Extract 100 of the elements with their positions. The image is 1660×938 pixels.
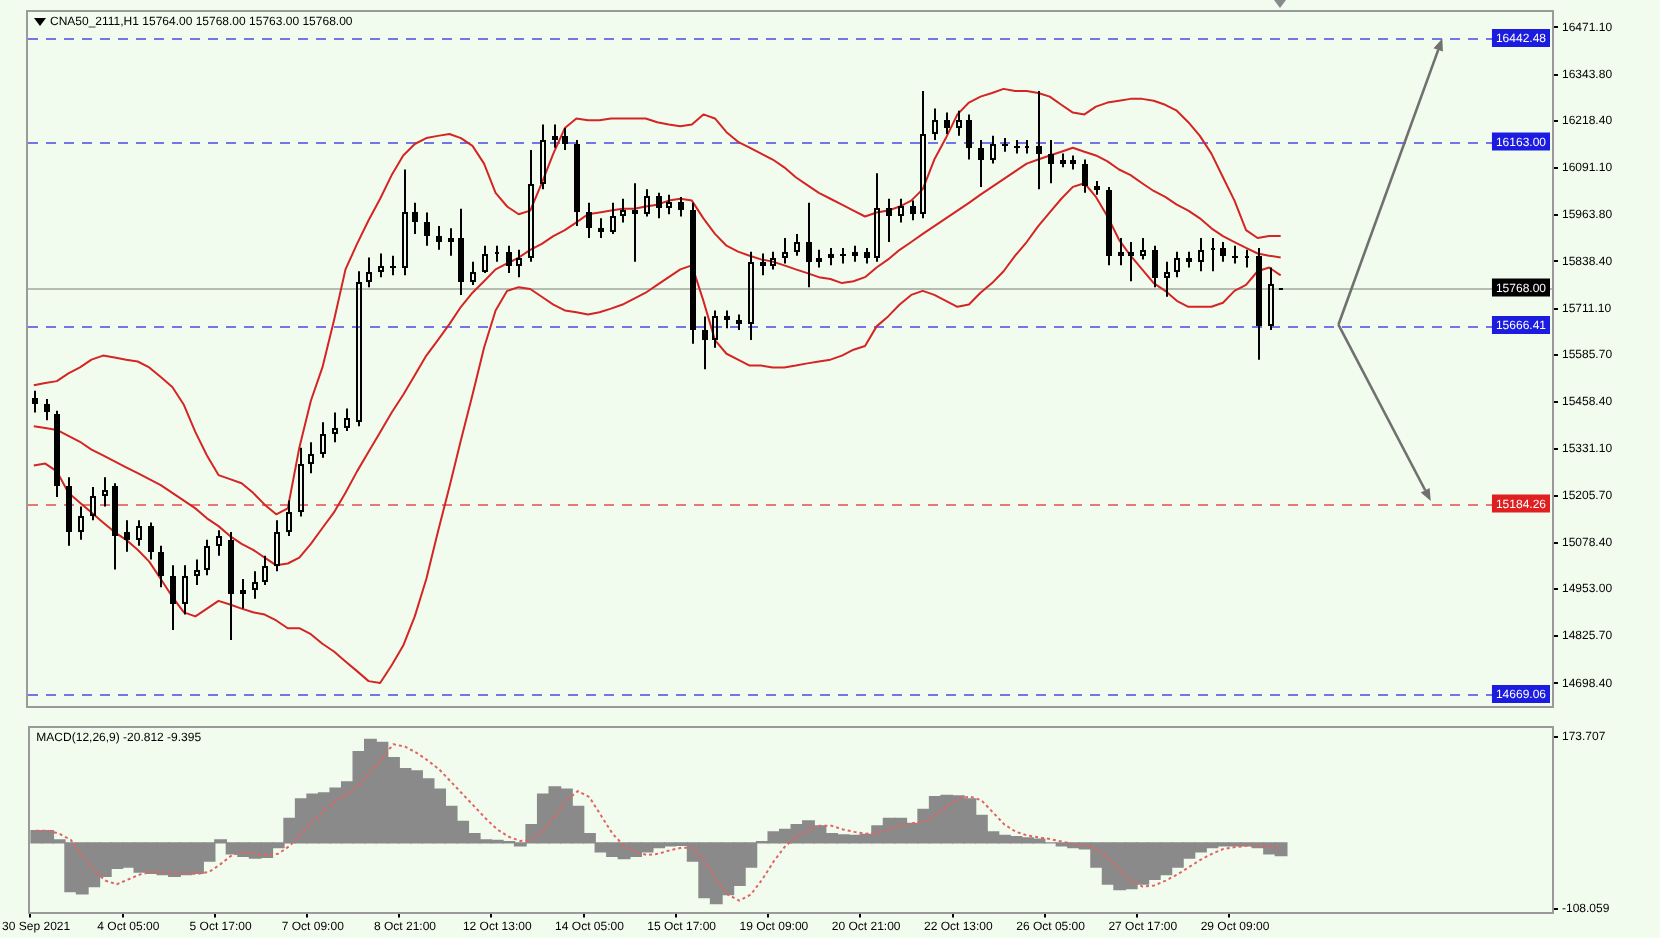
candlestick	[552, 123, 558, 149]
candlestick	[840, 246, 846, 265]
candlestick	[852, 244, 858, 263]
candlestick	[1118, 236, 1124, 267]
candlestick	[598, 217, 604, 239]
candlestick	[966, 113, 972, 161]
candlestick	[228, 531, 234, 642]
candlestick	[66, 476, 72, 547]
candlestick	[54, 409, 60, 498]
candlestick	[412, 201, 418, 235]
candlestick	[702, 315, 708, 371]
candlestick	[620, 197, 626, 224]
candlestick	[32, 389, 38, 414]
candlestick	[1060, 152, 1066, 169]
candlestick	[794, 232, 800, 257]
candlestick	[1186, 250, 1192, 269]
candlestick	[886, 197, 892, 244]
candlestick	[194, 558, 200, 586]
candlestick	[644, 188, 650, 218]
candlestick	[910, 199, 916, 222]
candlestick	[170, 564, 176, 632]
candlestick	[944, 111, 950, 136]
candlestick	[274, 519, 280, 573]
candlestick	[1164, 260, 1170, 298]
candlestick	[806, 201, 812, 289]
candlestick	[402, 168, 408, 277]
candlestick	[424, 211, 430, 247]
candlestick	[124, 519, 130, 553]
candlestick	[148, 521, 154, 561]
candlestick	[864, 246, 870, 265]
candlestick	[978, 138, 984, 188]
candlestick	[516, 248, 522, 279]
candlestick	[308, 441, 314, 475]
candlestick	[216, 529, 222, 557]
candlestick	[102, 476, 108, 508]
candlestick	[540, 123, 546, 191]
candlestick	[252, 570, 258, 600]
candlestick	[656, 191, 662, 220]
candlestick	[448, 227, 454, 257]
candlestick	[286, 499, 292, 538]
candlestick	[78, 505, 84, 541]
candlestick	[782, 236, 788, 265]
candlestick	[158, 544, 164, 589]
candlestick	[898, 197, 904, 224]
candlestick	[528, 148, 534, 263]
candlestick	[1256, 246, 1262, 361]
candlestick	[1220, 241, 1226, 263]
candlestick	[932, 107, 938, 141]
candlestick	[724, 309, 730, 330]
candlestick	[1014, 138, 1020, 155]
candlestick	[366, 256, 372, 289]
candlestick	[712, 309, 718, 349]
candlestick	[816, 248, 822, 269]
candlestick	[470, 260, 476, 286]
candlestick	[436, 225, 442, 251]
candlestick	[586, 201, 592, 239]
candlestick	[1140, 236, 1146, 261]
candlestick	[1232, 244, 1238, 265]
candlestick	[1002, 137, 1008, 153]
candlestick	[1048, 138, 1054, 185]
candlestick	[262, 554, 268, 586]
candlestick	[574, 138, 580, 228]
candlestick	[736, 313, 742, 332]
candlestick	[956, 109, 962, 137]
candlestick	[1082, 158, 1088, 194]
candlestick	[1070, 154, 1076, 171]
candlestick	[112, 482, 118, 571]
candlestick	[760, 252, 766, 277]
candlestick	[390, 254, 396, 277]
candlestick	[990, 134, 996, 165]
candlestick	[632, 182, 638, 263]
candlestick	[690, 201, 696, 345]
candlestick	[748, 250, 754, 342]
candlestick	[1036, 90, 1042, 191]
candlestick	[666, 193, 672, 216]
candlestick	[90, 485, 96, 522]
candlestick	[1106, 185, 1112, 267]
candlestick	[136, 519, 142, 547]
candlestick	[1094, 179, 1100, 196]
candlestick	[204, 538, 210, 577]
candlestick	[320, 421, 326, 459]
candlestick	[1174, 250, 1180, 279]
candlestick	[298, 446, 304, 518]
candlestick	[506, 244, 512, 275]
candlestick	[610, 201, 616, 235]
candlestick	[562, 127, 568, 151]
candlestick	[1128, 241, 1134, 283]
candlestick	[920, 90, 926, 220]
candlestick	[356, 270, 362, 428]
candlestick	[240, 578, 246, 610]
candlestick	[44, 397, 50, 422]
candlestick	[770, 250, 776, 271]
candlestick	[1152, 244, 1158, 289]
candlestick	[182, 564, 188, 616]
candlestick	[828, 246, 834, 267]
candlestick	[378, 252, 384, 279]
candlestick	[1198, 236, 1204, 273]
candlestick	[1268, 266, 1274, 332]
candlestick	[332, 411, 338, 444]
candlestick	[678, 195, 684, 218]
